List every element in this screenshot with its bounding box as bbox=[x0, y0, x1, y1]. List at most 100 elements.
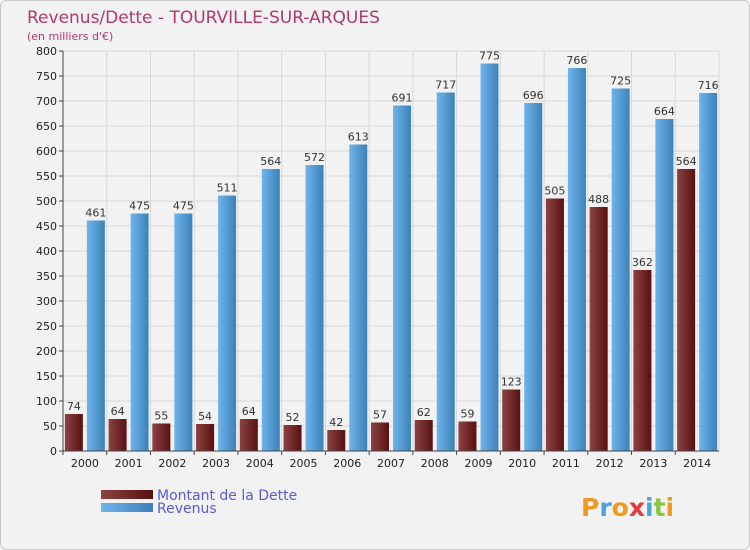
dette-bar-2001 bbox=[108, 419, 127, 451]
revenus-value-label: 664 bbox=[654, 105, 675, 118]
revenus-bar-2011 bbox=[567, 68, 586, 451]
revenus-bar-2009 bbox=[480, 63, 499, 451]
revenus-bar-2007 bbox=[393, 105, 411, 451]
y-tick-label: 100 bbox=[36, 395, 57, 408]
y-tick-label: 450 bbox=[36, 220, 57, 233]
dette-bar-2000 bbox=[64, 414, 83, 451]
revenus-value-label: 725 bbox=[610, 75, 631, 88]
y-tick-label: 150 bbox=[36, 370, 57, 383]
revenus-value-label: 717 bbox=[435, 79, 456, 92]
dette-bar-2011 bbox=[545, 198, 564, 451]
x-tick-label: 2009 bbox=[464, 457, 492, 470]
y-tick-label: 50 bbox=[43, 420, 57, 433]
x-tick-label: 2006 bbox=[333, 457, 361, 470]
revenus-bar-2012 bbox=[611, 88, 630, 451]
dette-value-label: 123 bbox=[501, 376, 522, 389]
dette-bar-2009 bbox=[458, 421, 477, 451]
y-tick-label: 800 bbox=[36, 45, 57, 58]
revenus-bar-2005 bbox=[305, 165, 324, 451]
revenus-value-label: 461 bbox=[85, 207, 106, 220]
x-tick-label: 2013 bbox=[639, 457, 667, 470]
revenus-value-label: 511 bbox=[217, 182, 238, 195]
y-tick-label: 700 bbox=[36, 95, 57, 108]
revenus-bar-2014 bbox=[699, 93, 718, 451]
dette-value-label: 55 bbox=[154, 410, 168, 423]
revenus-value-label: 564 bbox=[260, 155, 281, 168]
x-tick-label: 2001 bbox=[115, 457, 143, 470]
dette-value-label: 64 bbox=[242, 405, 256, 418]
dette-value-label: 59 bbox=[460, 408, 474, 421]
dette-bar-2012 bbox=[589, 207, 608, 451]
y-tick-label: 550 bbox=[36, 170, 57, 183]
y-tick-label: 750 bbox=[36, 70, 57, 83]
legend-label-0: Montant de la Dette bbox=[157, 488, 297, 504]
revenus-bar-2006 bbox=[349, 144, 368, 451]
x-tick-label: 2002 bbox=[158, 457, 186, 470]
logo-letter: t bbox=[654, 493, 666, 522]
logo-letter: x bbox=[629, 493, 645, 522]
y-tick-label: 400 bbox=[36, 245, 57, 258]
revenus-value-label: 613 bbox=[348, 131, 369, 144]
proxiti-logo: Proxiti bbox=[581, 493, 674, 522]
bars: 74 461 64 475 55 475 54 511 64 564 52 572 42 613 57 691… bbox=[64, 50, 719, 451]
dette-bar-2010 bbox=[502, 389, 521, 451]
x-tick-label: 2005 bbox=[290, 457, 318, 470]
dette-bar-2004 bbox=[239, 419, 258, 451]
dette-bar-2013 bbox=[633, 270, 652, 451]
revenus-bar-2013 bbox=[655, 119, 674, 451]
dette-value-label: 54 bbox=[198, 410, 212, 423]
dette-value-label: 488 bbox=[588, 193, 609, 206]
revenus-bar-2001 bbox=[130, 213, 149, 451]
logo-letter: i bbox=[666, 493, 675, 522]
x-tick-label: 2000 bbox=[71, 457, 99, 470]
logo-letter: P bbox=[581, 493, 599, 522]
revenus-value-label: 775 bbox=[479, 50, 500, 63]
dette-bar-2008 bbox=[414, 420, 433, 451]
x-tick-label: 2011 bbox=[552, 457, 580, 470]
y-tick-label: 250 bbox=[36, 320, 57, 333]
dette-bar-2014 bbox=[677, 169, 696, 451]
dette-value-label: 505 bbox=[544, 185, 565, 198]
x-tick-label: 2004 bbox=[246, 457, 274, 470]
revenus-value-label: 475 bbox=[129, 200, 150, 213]
y-tick-label: 650 bbox=[36, 120, 57, 133]
revenus-bar-2002 bbox=[174, 213, 193, 451]
y-tick-label: 500 bbox=[36, 195, 57, 208]
x-tick-label: 2008 bbox=[421, 457, 449, 470]
y-tick-label: 350 bbox=[36, 270, 57, 283]
dette-bar-2006 bbox=[327, 430, 346, 451]
logo-letter: r bbox=[599, 493, 612, 522]
revenus-value-label: 572 bbox=[304, 151, 325, 164]
revenus-bar-2010 bbox=[524, 103, 543, 451]
y-tick-label: 0 bbox=[50, 445, 57, 458]
chart-subtitle: (en milliers d'€) bbox=[27, 30, 113, 43]
y-tick-label: 300 bbox=[36, 295, 57, 308]
revenus-bar-2008 bbox=[436, 92, 455, 451]
dette-value-label: 42 bbox=[329, 416, 343, 429]
legend-label-1: Revenus bbox=[157, 501, 217, 517]
revenus-value-label: 696 bbox=[523, 89, 544, 102]
chart-title: Revenus/Dette - TOURVILLE-SUR-ARQUES bbox=[27, 8, 380, 28]
dette-value-label: 62 bbox=[417, 406, 431, 419]
x-tick-label: 2012 bbox=[596, 457, 624, 470]
x-tick-label: 2007 bbox=[377, 457, 405, 470]
dette-value-label: 52 bbox=[286, 411, 300, 424]
dette-value-label: 564 bbox=[676, 155, 697, 168]
revenus-value-label: 691 bbox=[392, 92, 413, 105]
x-tick-label: 2003 bbox=[202, 457, 230, 470]
legend-swatch-1 bbox=[101, 503, 153, 512]
dette-bar-2007 bbox=[371, 422, 389, 451]
revenus-bar-2003 bbox=[218, 195, 237, 451]
dette-value-label: 74 bbox=[67, 400, 81, 413]
legend-swatch-0 bbox=[101, 490, 153, 499]
dette-bar-2005 bbox=[283, 425, 302, 451]
dette-value-label: 57 bbox=[373, 409, 387, 422]
logo-letter: o bbox=[612, 493, 629, 522]
x-tick-label: 2014 bbox=[683, 457, 711, 470]
revenus-value-label: 716 bbox=[698, 79, 719, 92]
axes: 0 50 100 150 200 250 300 350 400 450 500 550 600 650 7… bbox=[36, 45, 719, 470]
logo-letter: i bbox=[645, 493, 654, 522]
